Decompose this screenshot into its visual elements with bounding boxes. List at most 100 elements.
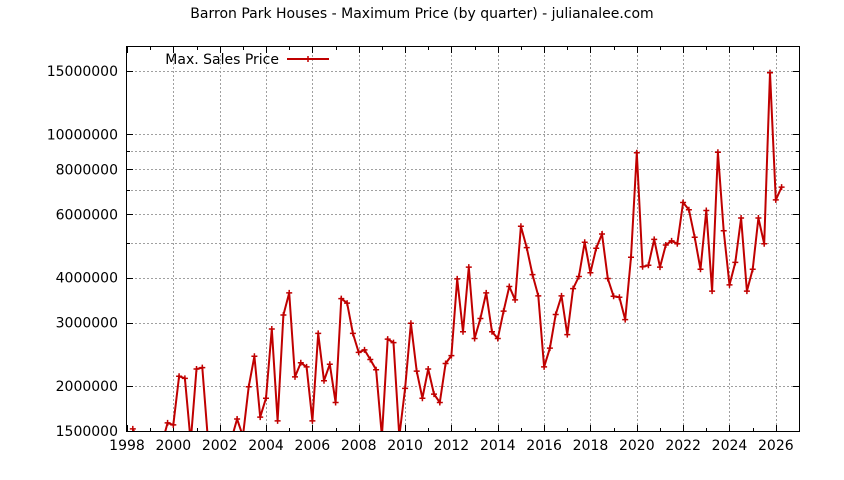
data-point-marker xyxy=(384,336,391,343)
y-tick-label: 2000000 xyxy=(56,379,118,395)
x-tick-label: 2016 xyxy=(526,438,562,454)
x-axis-tick-labels: 1998 2000 2002 2004 2006 2008 2010 2012 2014 2016… xyxy=(109,438,794,454)
data-point-marker xyxy=(500,308,507,315)
data-point-marker xyxy=(251,353,258,360)
data-point-marker xyxy=(344,300,351,307)
data-point-marker xyxy=(297,359,304,366)
data-point-marker xyxy=(303,363,310,370)
data-point-marker xyxy=(645,262,652,269)
data-point-marker xyxy=(460,328,466,335)
data-point-marker xyxy=(326,361,333,368)
data-point-marker xyxy=(483,289,490,296)
data-point-marker xyxy=(286,289,293,296)
data-point-marker xyxy=(564,331,571,338)
y-tick-label: 1500000 xyxy=(56,424,118,440)
data-point-marker xyxy=(506,283,513,290)
data-point-marker xyxy=(685,206,692,213)
x-tick-label: 2022 xyxy=(665,438,701,454)
data-point-marker xyxy=(680,199,687,206)
data-point-marker xyxy=(338,295,345,302)
grid-lines xyxy=(127,47,799,431)
data-point-marker xyxy=(442,360,449,367)
data-point-marker xyxy=(633,149,640,156)
data-point-marker xyxy=(622,316,629,323)
data-point-marker xyxy=(315,330,322,337)
data-point-marker xyxy=(176,373,183,380)
series-markers xyxy=(129,69,785,451)
data-point-marker xyxy=(593,245,600,252)
data-point-marker xyxy=(419,395,426,402)
data-point-marker xyxy=(610,293,617,300)
data-point-marker xyxy=(274,417,281,424)
data-point-marker xyxy=(541,363,548,370)
data-point-marker xyxy=(240,433,246,439)
data-point-marker xyxy=(245,383,252,390)
data-point-marker xyxy=(234,416,241,422)
data-point-marker xyxy=(772,196,779,203)
data-point-marker xyxy=(523,244,530,251)
y-tick-label: 8000000 xyxy=(56,162,118,178)
chart-title: Barron Park Houses - Maximum Price (by q… xyxy=(190,6,653,22)
series-line-max-sales-price xyxy=(131,72,783,431)
data-point-marker xyxy=(657,264,663,271)
x-tick-label: 2010 xyxy=(387,438,423,454)
x-tick-label: 2012 xyxy=(434,438,470,454)
data-point-marker xyxy=(697,266,704,273)
data-point-marker xyxy=(170,421,177,428)
data-point-marker xyxy=(402,385,409,392)
y-tick-label: 6000000 xyxy=(56,207,118,223)
data-point-marker xyxy=(517,223,524,230)
data-point-marker xyxy=(355,349,362,356)
data-point-marker xyxy=(738,215,745,221)
data-point-marker xyxy=(454,275,461,282)
data-point-marker xyxy=(703,207,710,214)
data-point-marker xyxy=(529,271,536,278)
y-axis-tick-labels: 1500000 2000000 3000000 4000000 6000000 80000… xyxy=(47,64,118,440)
data-point-marker xyxy=(628,254,634,261)
data-point-marker xyxy=(662,242,669,248)
data-point-marker xyxy=(465,264,472,271)
data-point-marker xyxy=(546,345,553,352)
data-point-marker xyxy=(668,237,675,244)
data-point-marker xyxy=(778,184,785,191)
data-point-marker xyxy=(292,373,298,380)
data-point-marker xyxy=(755,215,762,221)
data-point-marker xyxy=(720,227,727,234)
y-tick-label: 3000000 xyxy=(56,316,118,332)
data-point-marker xyxy=(425,366,432,372)
data-point-marker xyxy=(332,399,339,406)
data-point-marker xyxy=(674,240,681,247)
data-point-marker xyxy=(268,326,275,332)
data-point-marker xyxy=(489,328,495,335)
data-point-marker xyxy=(309,417,316,424)
data-point-marker xyxy=(570,285,577,292)
x-tick-label: 2018 xyxy=(573,438,609,454)
data-point-marker xyxy=(535,292,542,299)
data-point-marker xyxy=(732,259,739,266)
data-point-marker xyxy=(743,288,750,295)
x-tick-label: 2002 xyxy=(202,438,238,454)
data-point-marker xyxy=(436,399,443,406)
axis-ticks xyxy=(127,47,800,432)
data-point-marker xyxy=(691,234,698,241)
x-tick-label: 2020 xyxy=(619,438,655,454)
data-point-marker xyxy=(477,315,484,322)
data-point-marker xyxy=(373,366,380,373)
data-point-marker xyxy=(604,275,611,282)
data-point-marker xyxy=(407,320,414,327)
data-point-marker xyxy=(599,231,605,237)
data-point-marker xyxy=(651,236,658,243)
x-tick-label: 2008 xyxy=(341,438,377,454)
data-point-marker xyxy=(587,269,594,276)
data-point-marker xyxy=(193,366,200,372)
data-point-marker xyxy=(494,335,501,342)
data-point-marker xyxy=(181,375,188,382)
data-point-marker xyxy=(263,395,269,402)
data-point-marker xyxy=(413,368,420,375)
x-tick-label: 2026 xyxy=(758,438,794,454)
data-point-marker xyxy=(361,346,368,353)
data-point-marker xyxy=(164,419,171,426)
data-point-marker xyxy=(147,445,153,451)
